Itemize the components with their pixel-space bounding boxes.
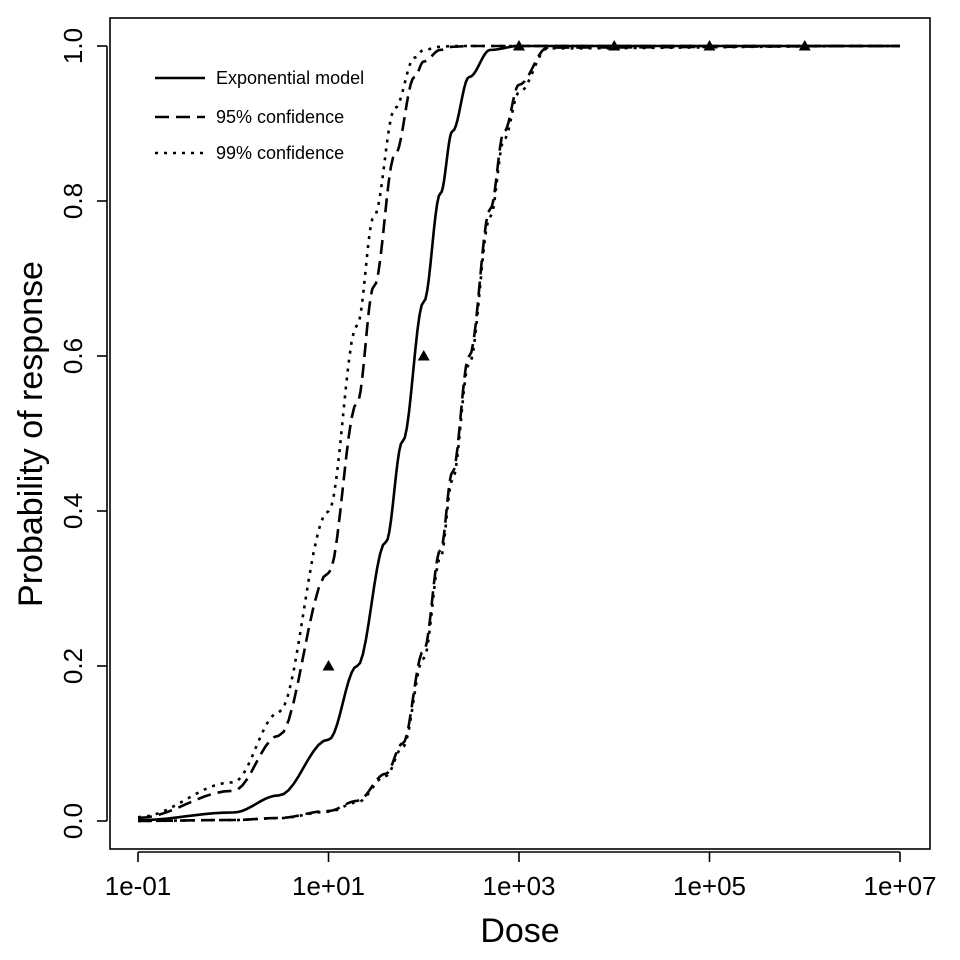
series-line-dotted-3 [137, 44, 900, 819]
x-axis-title: Dose [480, 912, 559, 950]
y-axis-title: Probability of response [12, 261, 50, 607]
x-axis: 1e-01 1e+01 1e+03 1e+05 1e+07 [105, 851, 937, 901]
observed-point [322, 660, 335, 671]
observed-point [417, 350, 430, 361]
x-tick-label: 1e+07 [863, 871, 936, 901]
observed-point [703, 40, 716, 51]
plot-frame [109, 17, 931, 850]
y-tick-label: 0.0 [58, 803, 88, 839]
x-tick-label: 1e+03 [482, 871, 555, 901]
observed-point [513, 40, 525, 51]
x-tick-label: 1e-01 [105, 871, 172, 901]
y-tick-label: 0.6 [58, 338, 88, 374]
y-tick-label: 0.4 [58, 493, 88, 529]
series-layer [137, 44, 901, 823]
y-tick-label: 1.0 [58, 28, 88, 64]
legend-label: Exponential model [216, 68, 364, 88]
x-tick-label: 1e+01 [292, 871, 365, 901]
legend-label: 95% confidence [216, 107, 344, 127]
legend-label: 99% confidence [216, 143, 344, 163]
x-tick-label: 1e+05 [673, 871, 746, 901]
y-tick-label: 0.2 [58, 648, 88, 684]
series-line-dashed-2 [137, 44, 901, 823]
y-tick-label: 0.8 [58, 183, 88, 219]
observed-point [608, 40, 621, 51]
observed-points [322, 40, 811, 671]
observed-point [798, 40, 811, 51]
legend: Exponential model 95% confidence 99% confi… [155, 68, 364, 163]
y-axis: 0.0 0.2 0.4 0.6 0.8 1.0 [58, 28, 108, 839]
